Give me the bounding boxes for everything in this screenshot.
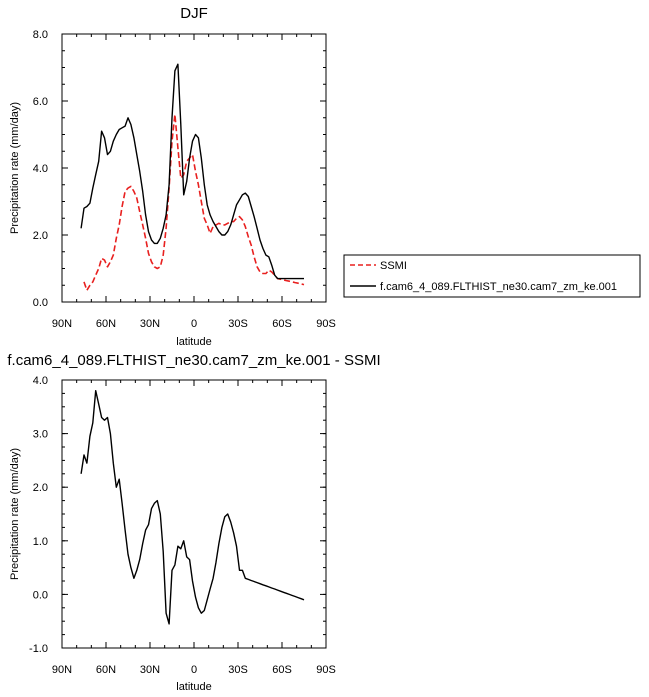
y-tick-label: 3.0 <box>33 429 48 441</box>
x-tick-label: 90S <box>316 664 336 676</box>
y-tick-label: 2.0 <box>33 482 48 494</box>
x-tick-label: 60S <box>272 664 292 676</box>
panel-2-y-ticks: -1.0 0.0 1.0 2.0 3.0 4.0 <box>29 375 326 655</box>
panel-1: DJF 90N 60N 30N 0 30S 60S 90S 0.02.04.06.08.0 … <box>9 5 641 348</box>
panel-1-ylabel: Precipitation rate (mm/day) <box>9 102 21 234</box>
y-tick-label: 4.0 <box>33 375 48 387</box>
legend-entry-ssmi: SSMI <box>380 260 407 272</box>
y-tick-label: 0.0 <box>33 297 48 309</box>
legend-entry-model: f.cam6_4_089.FLTHIST_ne30.cam7_zm_ke.001 <box>380 281 617 293</box>
panel-2: f.cam6_4_089.FLTHIST_ne30.cam7_zm_ke.001… <box>7 352 380 693</box>
panel-1-y-ticks: 0.0 2.0 4.0 6.0 8.0 <box>33 29 326 309</box>
panel-1-x-ticks: 90N 60N 30N 0 30S 60S 90S <box>52 34 336 330</box>
x-tick-label: 30S <box>228 664 248 676</box>
panel-2-ylabel: Precipitation rate (mm/day) <box>9 448 21 580</box>
x-tick-label: 0 <box>191 664 197 676</box>
y-tick-label: 1.0 <box>33 536 48 548</box>
x-tick-label: 90S <box>316 318 336 330</box>
series-line-ssmi <box>83 113 305 292</box>
panel-2-xlabel: latitude <box>176 681 211 693</box>
series-line-f-cam6-4-089-flthist-ne30-cam7-zm-ke-001 <box>80 63 304 280</box>
series-line-difference <box>80 390 305 625</box>
panel-1-xlabel: latitude <box>176 336 211 348</box>
y-tick-label: -1.0 <box>29 643 48 655</box>
x-tick-label: 60N <box>96 664 116 676</box>
y-tick-label: 0.0 <box>33 589 48 601</box>
x-tick-label: 0 <box>191 318 197 330</box>
legend: SSMI f.cam6_4_089.FLTHIST_ne30.cam7_zm_k… <box>343 254 641 298</box>
legend-box <box>343 254 641 298</box>
y-tick-label: 6.0 <box>33 96 48 108</box>
panel-2-plot-frame <box>61 379 327 649</box>
x-tick-label: 30S <box>228 318 248 330</box>
y-tick-label: 8.0 <box>33 29 48 41</box>
x-tick-label: 60N <box>96 318 116 330</box>
x-tick-label: 90N <box>52 318 72 330</box>
panel-2-title: f.cam6_4_089.FLTHIST_ne30.cam7_zm_ke.001… <box>7 352 380 369</box>
panel-1-title: DJF <box>180 5 208 22</box>
y-tick-label: 4.0 <box>33 163 48 175</box>
panel-1-plot-frame <box>61 33 327 303</box>
panel-1-lines <box>80 63 305 292</box>
x-tick-label: 60S <box>272 318 292 330</box>
x-tick-label: 30N <box>140 664 160 676</box>
y-tick-label: 2.0 <box>33 230 48 242</box>
panel-2-x-ticks: 90N 60N 30N 0 30S 60S 90S <box>52 380 336 676</box>
panel-2-lines <box>80 390 305 625</box>
x-tick-label: 90N <box>52 664 72 676</box>
x-tick-label: 30N <box>140 318 160 330</box>
